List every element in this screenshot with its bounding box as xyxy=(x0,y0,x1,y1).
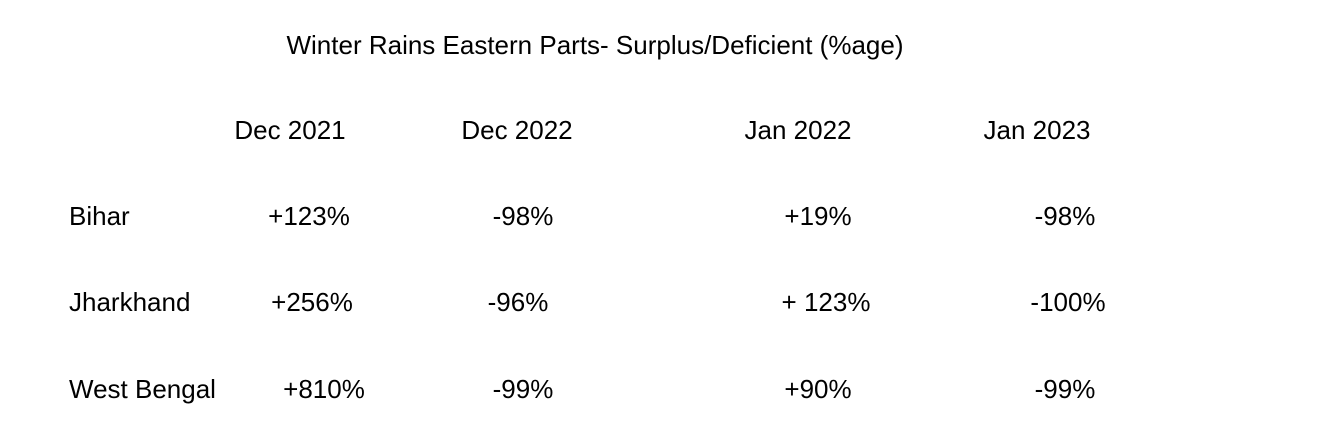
table-cell: -99% xyxy=(1034,374,1096,404)
column-header: Dec 2022 xyxy=(461,115,573,145)
column-header: Jan 2022 xyxy=(744,115,852,145)
table-cell: -99% xyxy=(492,374,554,404)
row-label: West Bengal xyxy=(69,374,216,404)
column-header: Dec 2021 xyxy=(234,115,346,145)
table-cell: +256% xyxy=(271,287,353,317)
table-cell: -96% xyxy=(487,287,549,317)
table-cell: -98% xyxy=(1034,201,1096,231)
table-cell: +90% xyxy=(784,374,852,404)
table-cell: +810% xyxy=(283,374,365,404)
table-cell: + 123% xyxy=(781,287,871,317)
row-label: Bihar xyxy=(69,201,130,231)
table-cell: +19% xyxy=(784,201,852,231)
row-label: Jharkhand xyxy=(69,287,191,317)
table-cell: -100% xyxy=(1030,287,1106,317)
column-header: Jan 2023 xyxy=(983,115,1091,145)
title: Winter Rains Eastern Parts- Surplus/Defi… xyxy=(286,30,904,60)
table-cell: -98% xyxy=(492,201,554,231)
table-cell: +123% xyxy=(268,201,350,231)
